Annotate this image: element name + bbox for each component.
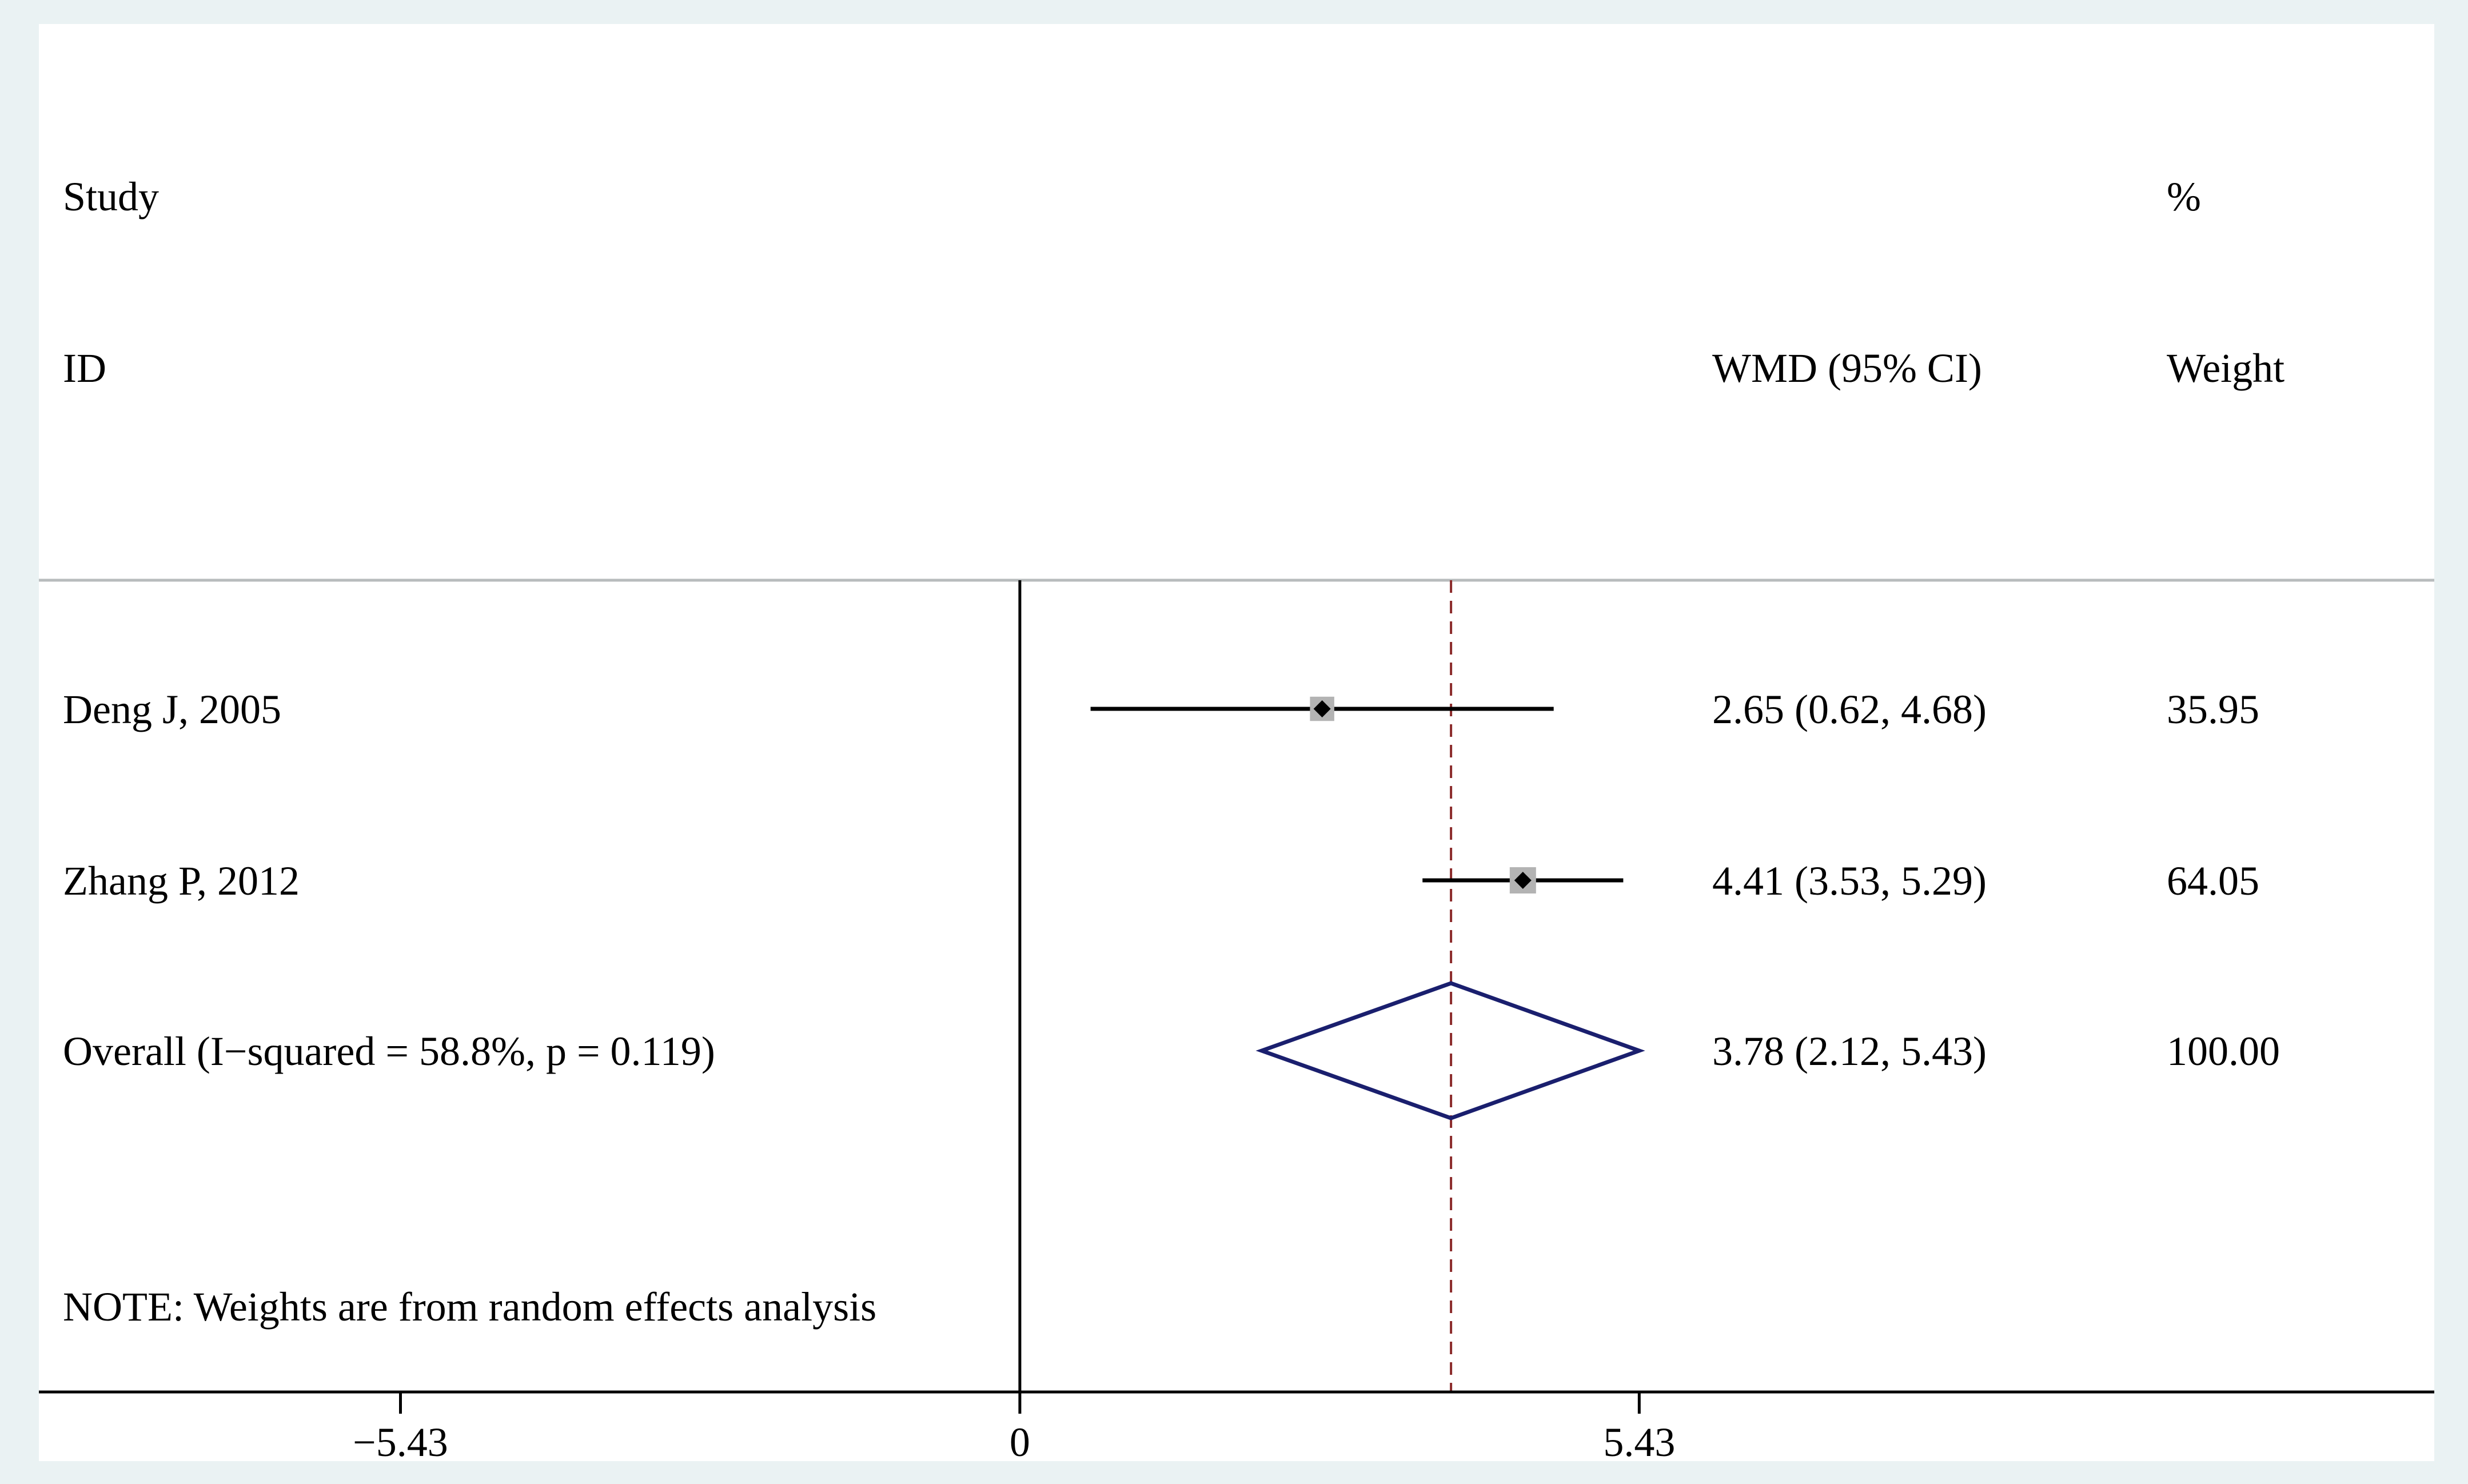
header-percent: % <box>2167 174 2201 220</box>
forest-marks: −5.43 0 5.43 Deng J, 2005 2.65 (0.62, 4.68) 3… <box>39 580 2434 1465</box>
study-ci-text: 4.41 (3.53, 5.29) <box>1712 858 1987 904</box>
study-point-estimate <box>1313 700 1331 717</box>
study-label: Deng J, 2005 <box>63 687 281 732</box>
x-tick-label: 5.43 <box>1603 1419 1675 1465</box>
x-tick-label: 0 <box>1010 1419 1030 1465</box>
overall-label: Overall (I−squared = 58.8%, p = 0.119) <box>63 1028 715 1074</box>
study-label: Zhang P, 2012 <box>63 858 300 904</box>
plot-background <box>39 24 2434 1461</box>
x-tick-label: −5.43 <box>353 1419 448 1465</box>
overall-diamond <box>1255 981 1645 1120</box>
header-effect: WMD (95% CI) <box>1712 345 1982 391</box>
study-weight-text: 64.05 <box>2167 858 2259 904</box>
study-weight-text: 35.95 <box>2167 687 2259 732</box>
overall-weight-text: 100.00 <box>2167 1028 2280 1074</box>
study-ci-text: 2.65 (0.62, 4.68) <box>1712 687 1987 732</box>
study-point-estimate <box>1514 872 1532 889</box>
header-weight: Weight <box>2167 345 2284 391</box>
header-study: Study <box>63 174 159 220</box>
overall-ci-text: 3.78 (2.12, 5.43) <box>1712 1028 1987 1074</box>
note-text: NOTE: Weights are from random effects an… <box>63 1284 876 1330</box>
header-id: ID <box>63 345 106 391</box>
